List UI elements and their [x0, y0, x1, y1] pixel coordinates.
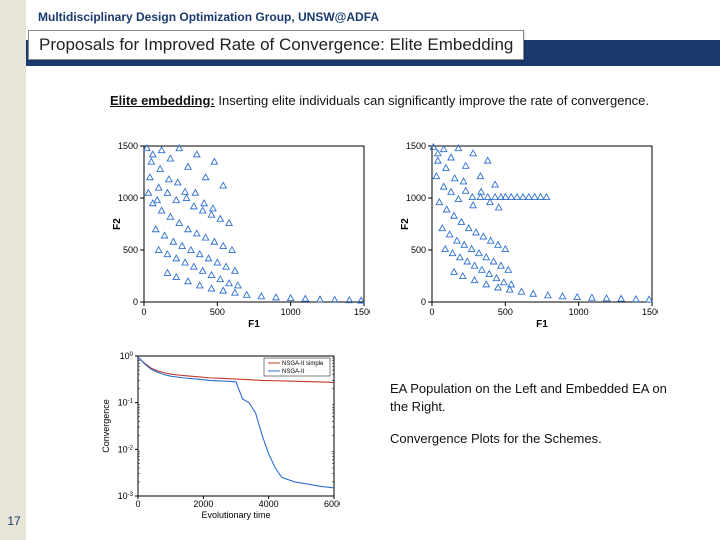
- svg-text:F2: F2: [400, 218, 411, 230]
- body-bold: Elite embedding:: [110, 93, 215, 108]
- svg-text:0: 0: [133, 297, 138, 307]
- svg-text:100: 100: [120, 351, 134, 361]
- caption-population: EA Population on the Left and Embedded E…: [390, 380, 680, 415]
- svg-text:1500: 1500: [354, 307, 370, 317]
- body-text: Elite embedding: Inserting elite individ…: [110, 92, 670, 110]
- svg-text:1500: 1500: [642, 307, 658, 317]
- body-rest: Inserting elite individuals can signific…: [215, 93, 649, 108]
- svg-text:NSGA-II simple: NSGA-II simple: [282, 361, 324, 367]
- svg-text:1000: 1000: [406, 193, 426, 203]
- svg-text:F1: F1: [536, 319, 548, 330]
- svg-text:1000: 1000: [281, 307, 301, 317]
- svg-text:0: 0: [135, 499, 140, 509]
- svg-text:2000: 2000: [193, 499, 213, 509]
- convergence-chart: 0 2000 4000 6000 10-3 10-2 10-1 100 Evolutionary…: [100, 350, 340, 520]
- svg-text:1500: 1500: [406, 141, 426, 151]
- svg-text:0: 0: [421, 297, 426, 307]
- svg-text:500: 500: [411, 245, 426, 255]
- svg-text:10-3: 10-3: [118, 491, 134, 501]
- caption-convergence: Convergence Plots for the Schemes.: [390, 430, 680, 448]
- svg-text:1000: 1000: [118, 193, 138, 203]
- svg-text:4000: 4000: [259, 499, 279, 509]
- svg-text:0: 0: [429, 307, 434, 317]
- svg-text:Convergence: Convergence: [101, 399, 111, 453]
- svg-text:F2: F2: [112, 218, 123, 230]
- title-bar: Proposals for Improved Rate of Convergen…: [26, 30, 720, 70]
- svg-text:10-2: 10-2: [118, 444, 134, 454]
- svg-text:6000: 6000: [324, 499, 340, 509]
- svg-text:10-1: 10-1: [118, 398, 134, 408]
- scatter-chart-left: 0 500 1000 1500 0 500 1000 1500 F1 F2: [110, 140, 370, 330]
- svg-text:500: 500: [123, 245, 138, 255]
- svg-text:F1: F1: [248, 319, 260, 330]
- page-number: 17: [4, 514, 24, 528]
- scatter-chart-right: 0 500 1000 1500 0 500 1000 1500 F1 F2: [398, 140, 658, 330]
- svg-text:0: 0: [141, 307, 146, 317]
- svg-text:NSGA-II: NSGA-II: [282, 369, 305, 375]
- svg-text:1500: 1500: [118, 141, 138, 151]
- header-org: Multidisciplinary Design Optimization Gr…: [38, 10, 379, 24]
- svg-text:500: 500: [498, 307, 513, 317]
- sidebar-accent: [0, 0, 26, 540]
- svg-text:Evolutionary time: Evolutionary time: [201, 510, 270, 520]
- slide-title: Proposals for Improved Rate of Convergen…: [28, 30, 524, 60]
- svg-text:1000: 1000: [569, 307, 589, 317]
- svg-text:500: 500: [210, 307, 225, 317]
